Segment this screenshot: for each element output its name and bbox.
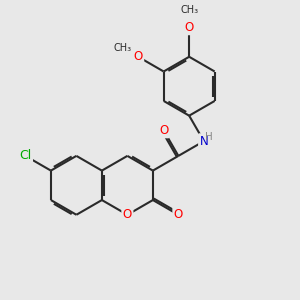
Text: N: N <box>200 135 208 148</box>
Text: Cl: Cl <box>19 149 32 162</box>
Text: O: O <box>123 208 132 221</box>
Text: H: H <box>205 132 213 142</box>
Text: CH₃: CH₃ <box>114 43 132 53</box>
Text: O: O <box>134 50 143 63</box>
Text: O: O <box>184 21 194 34</box>
Text: O: O <box>174 208 183 221</box>
Text: CH₃: CH₃ <box>180 5 198 15</box>
Text: O: O <box>159 124 168 137</box>
